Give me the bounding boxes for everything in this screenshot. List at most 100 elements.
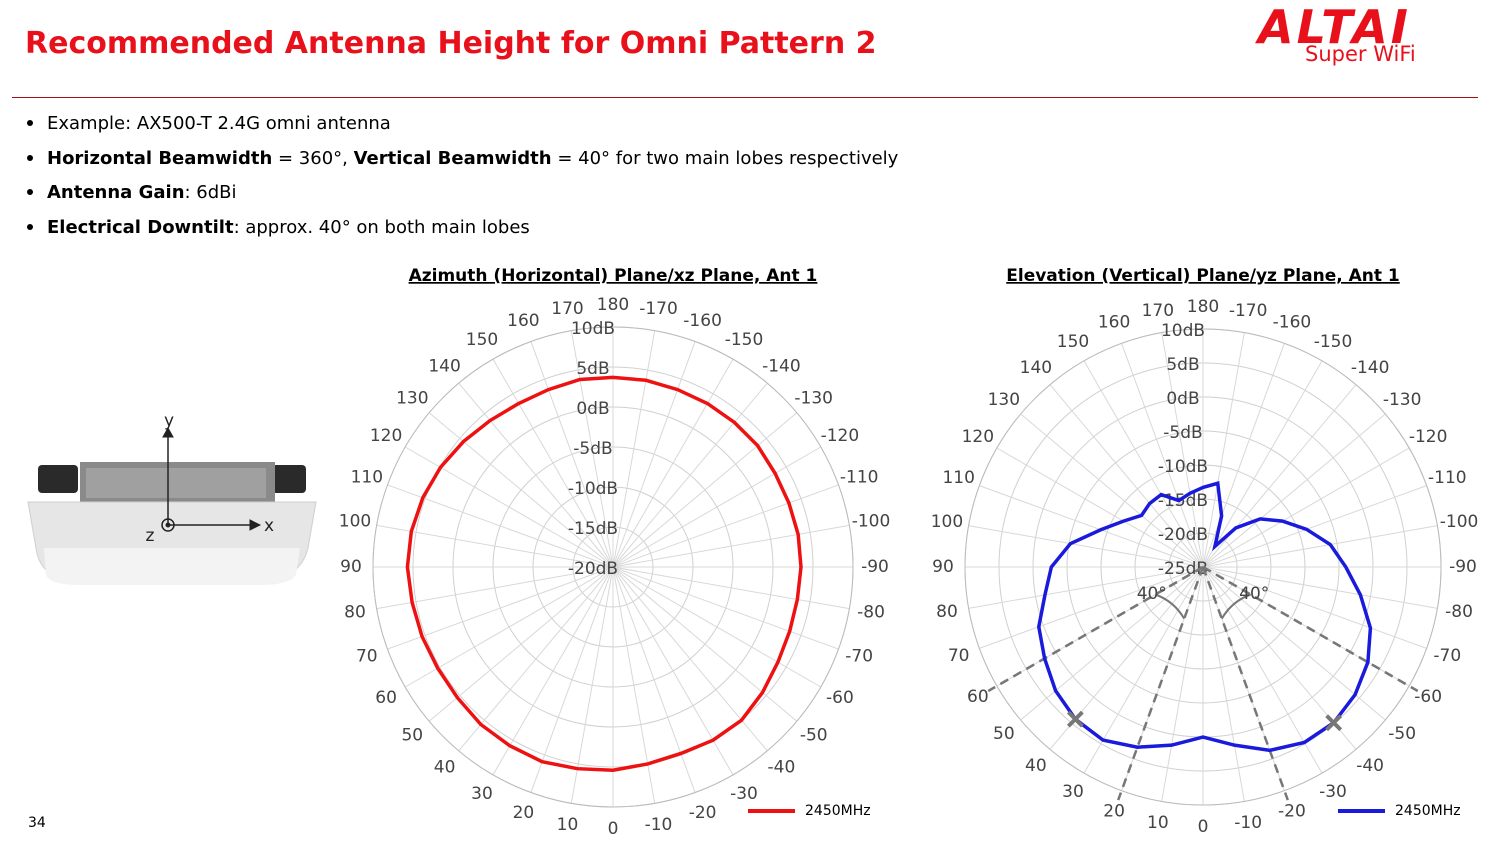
r-tick-label: -5dB [573,439,612,459]
angle-tick-label: -170 [1229,301,1268,321]
axis-label: y [164,411,174,431]
angle-tick-label: -70 [845,647,873,667]
axis-label: x [264,516,274,536]
grid-spoke [376,566,614,610]
grid-spoke [1202,447,1410,568]
grid-spoke [612,358,734,568]
r-tick-label: -20dB [568,559,618,579]
grid-spoke [1202,566,1245,802]
grid-spoke [1202,566,1323,774]
angle-tick-label: 160 [1098,313,1130,333]
grid-spoke [968,566,1204,609]
angle-tick-label: 100 [339,512,371,532]
grid-spoke [612,446,822,568]
beam-edge [1117,566,1205,801]
angle-tick-label: -90 [861,557,889,577]
grid-spoke [570,566,614,804]
r-tick-label: 10dB [1161,321,1205,341]
r-tick-label: 5dB [1166,355,1199,375]
grid-spoke [1202,413,1386,568]
grid-spoke [612,412,798,568]
angle-tick-label: 70 [948,646,970,666]
grid-spoke [612,566,850,610]
angle-tick-label: 40 [434,758,456,778]
r-tick-label: -10dB [568,479,618,499]
bullet-text: = 40° for two main lobes respectively [551,147,899,169]
angle-tick-label: 50 [993,724,1015,744]
grid-spoke [530,566,614,793]
bullet: Example: AX500-T 2.4G omni antenna [27,113,391,134]
grid-spoke [458,382,614,568]
r-tick-label: -5dB [1163,423,1202,443]
angle-tick-label: -60 [826,688,854,708]
angle-tick-label: -40 [768,758,796,778]
bullet: Horizontal Beamwidth = 360°, Vertical Be… [27,148,898,169]
angle-tick-label: -50 [1388,724,1416,744]
angle-tick-label: -120 [821,426,860,446]
grid-spoke [1161,332,1204,568]
angle-tick-label: 110 [942,468,974,488]
bullet-dot [27,154,33,161]
angle-tick-label: 10 [557,815,579,835]
angle-tick-label: -170 [639,299,678,319]
grid-spoke [612,566,822,688]
grid-spoke [1202,525,1438,568]
grid-spoke [1202,566,1438,609]
angle-tick-label: 0 [608,819,619,839]
bullet-text: : approx. 40° on both main lobes [233,217,530,239]
angle-tick-label: -10 [1234,813,1262,833]
grid-spoke [979,485,1204,568]
grid-spoke [612,382,768,568]
peak-marker [1066,710,1084,728]
angle-tick-label: 20 [1103,801,1125,821]
bullet-text: Horizontal Beamwidth [47,147,273,169]
angle-tick-label: -130 [794,389,833,409]
angle-tick-label: -160 [1273,313,1312,333]
grid-spoke [612,524,850,568]
angle-tick-label: 20 [513,803,535,823]
angle-tick-label: -20 [1278,801,1306,821]
grid-spoke [1202,566,1427,649]
angle-tick-label: 30 [471,784,493,804]
grid-spoke [428,566,614,722]
angle-tick-label: 90 [340,557,362,577]
axis-label: z [146,526,155,546]
bullet-text: Electrical Downtilt [47,217,234,239]
angle-tick-label: -60 [1414,687,1442,707]
angle-tick-label: 130 [396,389,428,409]
grid-spoke [979,566,1204,649]
bullet: Antenna Gain: 6dBi [27,182,237,203]
grid-spoke [1202,485,1427,568]
r-tick-label: 0dB [576,399,609,419]
angle-tick-label: -150 [1314,332,1353,352]
legend-label: 2450MHz [805,803,871,819]
beam-arc [1220,593,1251,620]
r-tick-label: 0dB [1166,389,1199,409]
r-tick-label: -10dB [1158,457,1208,477]
r-tick-label: -20dB [1158,525,1208,545]
angle-tick-label: 170 [1142,301,1174,321]
grid-spoke [612,566,839,650]
legend-label: 2450MHz [1395,803,1461,819]
grid-spoke [458,566,614,752]
angle-tick-label: 30 [1062,782,1084,802]
grid-spoke [428,412,614,568]
grid-spoke [996,447,1204,568]
grid-spoke [387,484,614,568]
grid-spoke [1202,360,1323,568]
grid-spoke [1161,566,1204,802]
grid-spoke [404,566,614,688]
angle-tick-label: -40 [1356,756,1384,776]
polar-frame [964,328,1442,806]
angle-tick-label: 40 [1025,756,1047,776]
r-tick-label: 10dB [571,319,615,339]
grid-spoke [612,341,696,568]
bullet-dot [27,120,33,126]
angle-tick-label: -50 [800,725,828,745]
series-line [1036,481,1373,753]
beam-arc [1155,593,1186,620]
grid-spoke [1020,413,1204,568]
angle-tick-label: 80 [936,602,958,622]
angle-tick-label: 60 [967,687,989,707]
